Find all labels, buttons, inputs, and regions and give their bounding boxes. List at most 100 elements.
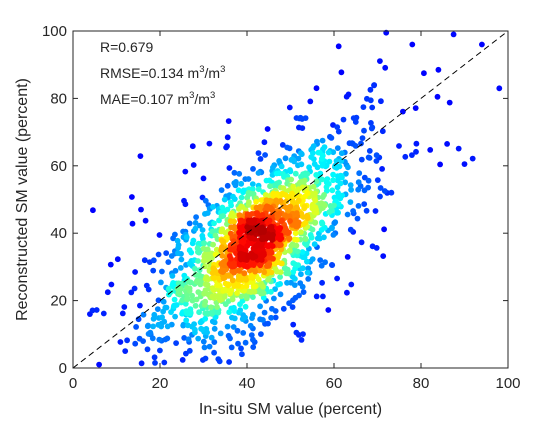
scatter-point bbox=[340, 116, 347, 123]
scatter-point bbox=[365, 177, 372, 184]
scatter-point bbox=[145, 286, 152, 293]
scatter-point bbox=[293, 204, 300, 211]
scatter-point bbox=[377, 193, 383, 200]
scatter-point bbox=[230, 324, 237, 330]
scatter-point bbox=[332, 219, 339, 226]
x-tick-label: 20 bbox=[152, 375, 169, 392]
x-tick-label: 80 bbox=[413, 375, 430, 392]
scatter-point bbox=[338, 150, 345, 157]
scatter-point bbox=[313, 85, 320, 92]
scatter-point bbox=[204, 310, 211, 316]
scatter-point bbox=[107, 261, 114, 268]
scatter-point bbox=[175, 250, 181, 257]
scatter-point bbox=[255, 150, 262, 157]
scatter-point bbox=[262, 152, 268, 158]
scatter-point bbox=[295, 155, 302, 162]
scatter-point bbox=[312, 219, 319, 226]
scatter-point bbox=[321, 234, 327, 241]
stat-rmse-sup: 3 bbox=[199, 64, 204, 75]
scatter-point bbox=[253, 231, 259, 238]
scatter-point bbox=[190, 162, 197, 168]
scatter-point bbox=[193, 278, 200, 285]
scatter-point bbox=[258, 331, 264, 337]
scatter-point bbox=[298, 151, 305, 158]
scatter-point bbox=[270, 164, 276, 171]
scatter-point bbox=[286, 204, 293, 211]
y-axis-title: Reconstructed SM value (percent) bbox=[14, 78, 31, 321]
scatter-point bbox=[311, 241, 318, 248]
scatter-point bbox=[155, 321, 162, 328]
scatter-point bbox=[413, 148, 419, 155]
scatter-point bbox=[302, 236, 309, 243]
scatter-point bbox=[293, 242, 300, 249]
scatter-point bbox=[251, 217, 258, 224]
scatter-point bbox=[173, 302, 180, 308]
x-tick-label: 100 bbox=[495, 375, 520, 392]
scatter-point bbox=[321, 144, 328, 151]
scatter-point bbox=[257, 303, 263, 310]
scatter-point bbox=[200, 235, 206, 242]
scatter-point bbox=[142, 217, 149, 224]
scatter-point bbox=[224, 323, 231, 330]
scatter-point bbox=[337, 180, 344, 187]
scatter-point bbox=[197, 222, 203, 229]
scatter-point bbox=[361, 127, 367, 134]
scatter-point bbox=[145, 322, 152, 329]
scatter-point bbox=[185, 336, 192, 343]
scatter-point bbox=[298, 337, 305, 343]
scatter-point bbox=[159, 268, 165, 275]
scatter-point bbox=[302, 115, 309, 121]
scatter-point bbox=[326, 158, 333, 165]
scatter-point bbox=[210, 241, 217, 248]
scatter-point bbox=[461, 161, 468, 168]
scatter-point bbox=[236, 170, 243, 177]
scatter-point bbox=[170, 280, 177, 286]
scatter-point bbox=[329, 207, 335, 214]
scatter-point bbox=[133, 324, 140, 330]
scatter-point bbox=[276, 242, 283, 249]
scatter-point bbox=[224, 182, 231, 189]
scatter-point bbox=[122, 348, 129, 354]
scatter-point bbox=[253, 198, 259, 205]
scatter-point bbox=[409, 152, 415, 159]
scatter-point bbox=[255, 170, 262, 176]
scatter-point bbox=[272, 314, 279, 321]
scatter-point bbox=[227, 290, 234, 297]
scatter-point bbox=[247, 322, 254, 329]
scatter-point bbox=[150, 257, 157, 264]
stat-mae-per: /m bbox=[194, 91, 210, 107]
scatter-point bbox=[211, 325, 218, 332]
scatter-point bbox=[312, 197, 319, 204]
scatter-point bbox=[192, 326, 198, 333]
scatter-point bbox=[186, 347, 193, 354]
scatter-point bbox=[182, 300, 189, 307]
scatter-point bbox=[216, 294, 222, 301]
scatter-point bbox=[117, 339, 124, 345]
scatter-point bbox=[177, 265, 184, 271]
scatter-point bbox=[334, 145, 341, 152]
scatter-point bbox=[313, 178, 320, 185]
scatter-point bbox=[235, 187, 242, 194]
scatter-point bbox=[234, 290, 241, 296]
scatter-point bbox=[284, 279, 290, 286]
scatter-point bbox=[208, 304, 214, 311]
scatter-point bbox=[319, 279, 325, 286]
scatter-point bbox=[219, 252, 226, 259]
scatter-point bbox=[437, 161, 443, 168]
scatter-point bbox=[243, 283, 250, 290]
scatter-point bbox=[307, 98, 314, 105]
scatter-point bbox=[222, 286, 229, 293]
scatter-point bbox=[450, 31, 457, 38]
scatter-point bbox=[396, 143, 402, 149]
scatter-point bbox=[291, 236, 298, 243]
scatter-point bbox=[304, 212, 311, 219]
scatter-point bbox=[209, 311, 215, 317]
scatter-point bbox=[413, 140, 420, 147]
scatter-point bbox=[304, 190, 311, 197]
scatter-point bbox=[237, 229, 243, 236]
scatter-point bbox=[267, 224, 274, 231]
scatter-point bbox=[269, 305, 275, 312]
scatter-point bbox=[267, 248, 274, 255]
scatter-point bbox=[361, 201, 368, 208]
